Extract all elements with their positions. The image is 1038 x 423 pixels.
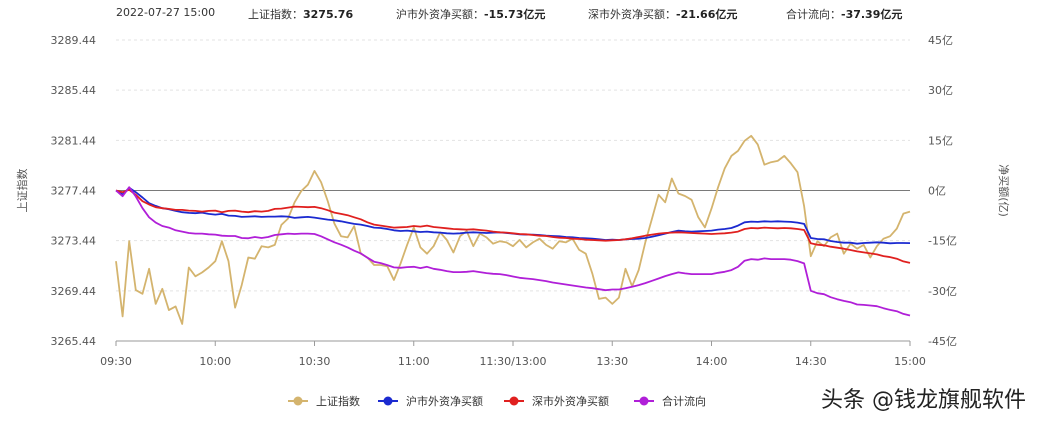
y-tick-right: -15亿 — [928, 235, 957, 248]
header-total-value: -37.39亿元 — [841, 8, 903, 21]
y-tick-left: 3281.44 — [51, 134, 97, 147]
y-tick-right: -45亿 — [928, 335, 957, 348]
header-sh-value: -15.73亿元 — [484, 8, 546, 21]
series-line-4 — [115, 186, 911, 317]
x-tick-label: 15:00 — [894, 355, 926, 368]
y-tick-right: 15亿 — [928, 134, 953, 147]
legend-label-3: 深市外资净买额 — [532, 394, 609, 408]
header-index: 上证指数：3275.76 — [248, 6, 353, 22]
legend-label-2: 沪市外资净买额 — [406, 394, 483, 408]
header-total-label: 合计流向： — [786, 8, 841, 21]
header-sh: 沪市外资净买额：-15.73亿元 — [396, 6, 545, 22]
y-tick-left: 3269.44 — [51, 285, 97, 298]
y-tick-left: 3265.44 — [51, 335, 97, 348]
y-tick-right: -30亿 — [928, 285, 957, 298]
header-index-value: 3275.76 — [303, 8, 354, 21]
header-sh-label: 沪市外资净买额： — [396, 8, 484, 21]
watermark: 头条 @钱龙旗舰软件 — [821, 388, 1026, 413]
header-index-label: 上证指数： — [248, 8, 303, 21]
legend-marker-1 — [293, 396, 303, 406]
y-tick-left: 3273.44 — [51, 235, 97, 248]
legend-label-4: 合计流向 — [662, 394, 706, 408]
y-axis-title-right: 净买额(亿) — [997, 164, 1011, 217]
header-sz-label: 深市外资净买额： — [588, 8, 676, 21]
header-total: 合计流向：-37.39亿元 — [786, 6, 902, 22]
legend-marker-2 — [383, 396, 393, 406]
x-tick-label: 11:30/13:00 — [479, 355, 546, 368]
y-tick-left: 3289.44 — [51, 34, 97, 47]
y-axis-title-left: 上证指数 — [15, 169, 29, 213]
y-tick-left: 3277.44 — [51, 185, 97, 198]
x-tick-label: 10:30 — [299, 355, 331, 368]
y-tick-right: 0亿 — [928, 185, 946, 198]
x-tick-label: 14:30 — [795, 355, 827, 368]
header-sz-value: -21.66亿元 — [676, 8, 738, 21]
legend-label-1: 上证指数 — [316, 394, 360, 408]
y-tick-left: 3285.44 — [51, 84, 97, 97]
x-tick-label: 11:00 — [398, 355, 430, 368]
x-tick-label: 13:30 — [596, 355, 628, 368]
y-tick-right: 45亿 — [928, 34, 953, 47]
series-line-3 — [115, 188, 911, 264]
header-datetime: 2022-07-27 15:00 — [116, 6, 216, 19]
y-tick-right: 30亿 — [928, 84, 953, 97]
x-tick-label: 14:00 — [696, 355, 728, 368]
legend-marker-3 — [509, 396, 519, 406]
header-sz: 深市外资净买额：-21.66亿元 — [588, 6, 737, 22]
chart-header: 2022-07-27 15:00 上证指数：3275.76 沪市外资净买额：-1… — [0, 6, 1038, 24]
series-line-1 — [115, 134, 911, 325]
x-tick-label: 10:00 — [199, 355, 231, 368]
legend-marker-4 — [639, 396, 649, 406]
x-tick-label: 09:30 — [100, 355, 132, 368]
